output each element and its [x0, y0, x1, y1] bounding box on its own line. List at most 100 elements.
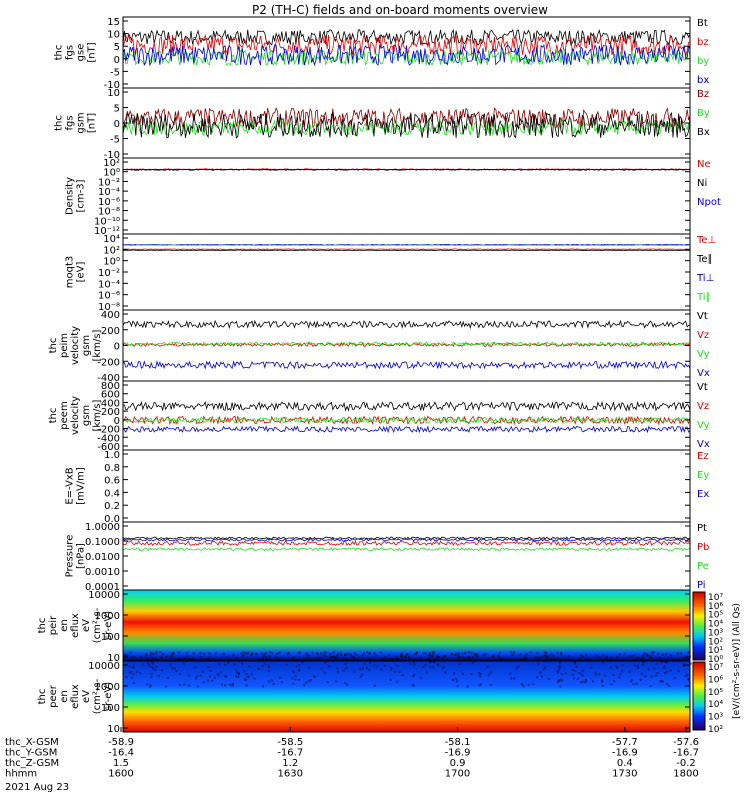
series-Bz [122, 106, 691, 129]
x-tick-label: -58.5 [277, 737, 303, 748]
x-tick-label: 1800 [673, 769, 698, 780]
y-axis-label: fgs [65, 45, 76, 60]
colorbar-tick: 10⁷ [708, 593, 723, 603]
y-tick-label: 10⁻⁸ [98, 302, 120, 313]
y-tick-label: 10 [107, 724, 120, 735]
legend-Bx: Bx [697, 127, 710, 138]
y-axis-label: peim [59, 333, 70, 358]
y-tick-label: 0 [114, 55, 120, 66]
y-tick-label: 10⁻² [98, 268, 120, 279]
y-axis-label: (cm²-s- [92, 607, 103, 643]
legend-Bz: Bz [697, 89, 709, 100]
y-axis-label: [eV] [76, 262, 87, 283]
x-tick-label: -58.9 [108, 737, 134, 748]
y-tick-label: 100 [101, 703, 120, 714]
y-tick-label: 10⁰ [103, 257, 120, 268]
series-Te⊥ [122, 248, 691, 250]
panel-4 [122, 233, 691, 311]
colorbar-label: [eV/(cm²-s-sr-eV)] (All Qs) [732, 603, 742, 719]
y-axis-label: E=-VxB [65, 467, 76, 504]
legend-Ey: Ey [697, 470, 709, 481]
y-tick-label: 10⁻⁶ [98, 291, 120, 302]
legend-Ex: Ex [697, 489, 709, 500]
legend-Ni: Ni [697, 178, 707, 189]
colorbar-tick: 10³ [708, 713, 723, 723]
legend-Ti∥: Ti∥ [696, 292, 711, 303]
legend-Pt: Pt [697, 523, 707, 534]
x-axis-row-label: thc_Y-GSM [5, 748, 57, 759]
y-axis-label: [nT] [87, 42, 98, 62]
y-tick-label: 0.1000 [85, 537, 120, 548]
x-axis-row-label: hhmm [5, 769, 37, 780]
y-axis-label: eV [81, 690, 92, 703]
x-tick-label: -58.1 [445, 737, 471, 748]
y-tick-label: 0.0010 [85, 567, 120, 578]
x-tick-label: -16.9 [612, 748, 638, 759]
legend-Vz: Vz [697, 401, 709, 412]
panel-frame [122, 660, 691, 733]
x-tick-label: 0.4 [617, 758, 633, 769]
y-tick-label: 10⁻² [98, 177, 120, 188]
colorbar [692, 591, 706, 661]
legend-Ez: Ez [697, 451, 709, 462]
colorbar-tick: 10⁰ [708, 655, 723, 665]
panel-8 [122, 521, 691, 591]
y-axis-label: thc [54, 45, 65, 61]
y-tick-label: 1.0 [104, 450, 120, 461]
y-axis-label: thc [48, 408, 59, 424]
x-tick-label: -16.9 [445, 748, 471, 759]
x-tick-label: 1.2 [282, 758, 298, 769]
y-tick-label: 100 [101, 632, 120, 643]
y-tick-label: 1000 [95, 682, 120, 693]
legend-Vt: Vt [697, 382, 708, 393]
series-Bt [122, 28, 691, 47]
series-Pi [122, 538, 691, 542]
y-tick-label: 5 [114, 42, 120, 53]
colorbar [692, 661, 706, 731]
y-tick-label: 10 [107, 88, 120, 99]
y-axis-label: en [59, 619, 70, 632]
y-tick-label: 1000 [95, 611, 120, 622]
y-axis-label: [nT] [87, 113, 98, 133]
y-tick-label: -200 [97, 425, 120, 436]
x-axis-row-label: thc_X-GSM [5, 737, 59, 748]
colorbar-tick: 10⁷ [708, 663, 723, 673]
x-tick-label: 1730 [612, 769, 637, 780]
y-tick-label: 10⁻⁴ [98, 279, 120, 290]
y-tick-label: 10⁴ [103, 234, 120, 245]
y-axis-label: thc [37, 689, 48, 705]
legend-bx: bx [697, 75, 709, 86]
y-axis-label: [km/s] [92, 399, 103, 431]
y-axis-label: gsm [81, 405, 92, 426]
series-Bx [122, 111, 691, 139]
y-axis-label: [nPa] [76, 543, 87, 569]
y-axis-label: en [59, 690, 70, 703]
y-tick-label: 1.0000 [85, 522, 120, 533]
y-tick-label: 5 [114, 104, 120, 115]
y-tick-label: -400 [97, 433, 120, 444]
panel-7 [122, 449, 691, 523]
y-tick-label: 0.0100 [85, 552, 120, 563]
y-tick-label: -10 [104, 80, 120, 91]
y-tick-label: 0 [114, 416, 120, 427]
legend-Pe: Pe [697, 561, 709, 572]
panel-5 [122, 309, 691, 382]
colorbar-tick: 10⁵ [708, 688, 723, 698]
panel-frame [122, 380, 691, 451]
legend-Vt: Vt [697, 311, 708, 322]
colorbar-tick: 10⁶ [708, 675, 723, 685]
y-axis-label: peer [48, 684, 59, 708]
plot-title: P2 (TH-C) fields and on-board moments ov… [252, 3, 548, 17]
y-axis-label: velocity [70, 396, 81, 435]
y-axis-label: gsm [81, 335, 92, 356]
panel-1 [122, 16, 691, 89]
y-axis-label: moqt3 [65, 256, 76, 289]
y-axis-label: (cm²-s- [92, 678, 103, 714]
y-tick-label: 0.4 [104, 488, 120, 499]
series-Te∥ [122, 249, 691, 252]
series-Vy [122, 341, 691, 347]
legend-Ti⊥: Ti⊥ [696, 273, 714, 284]
y-axis-label: thc [48, 338, 59, 354]
